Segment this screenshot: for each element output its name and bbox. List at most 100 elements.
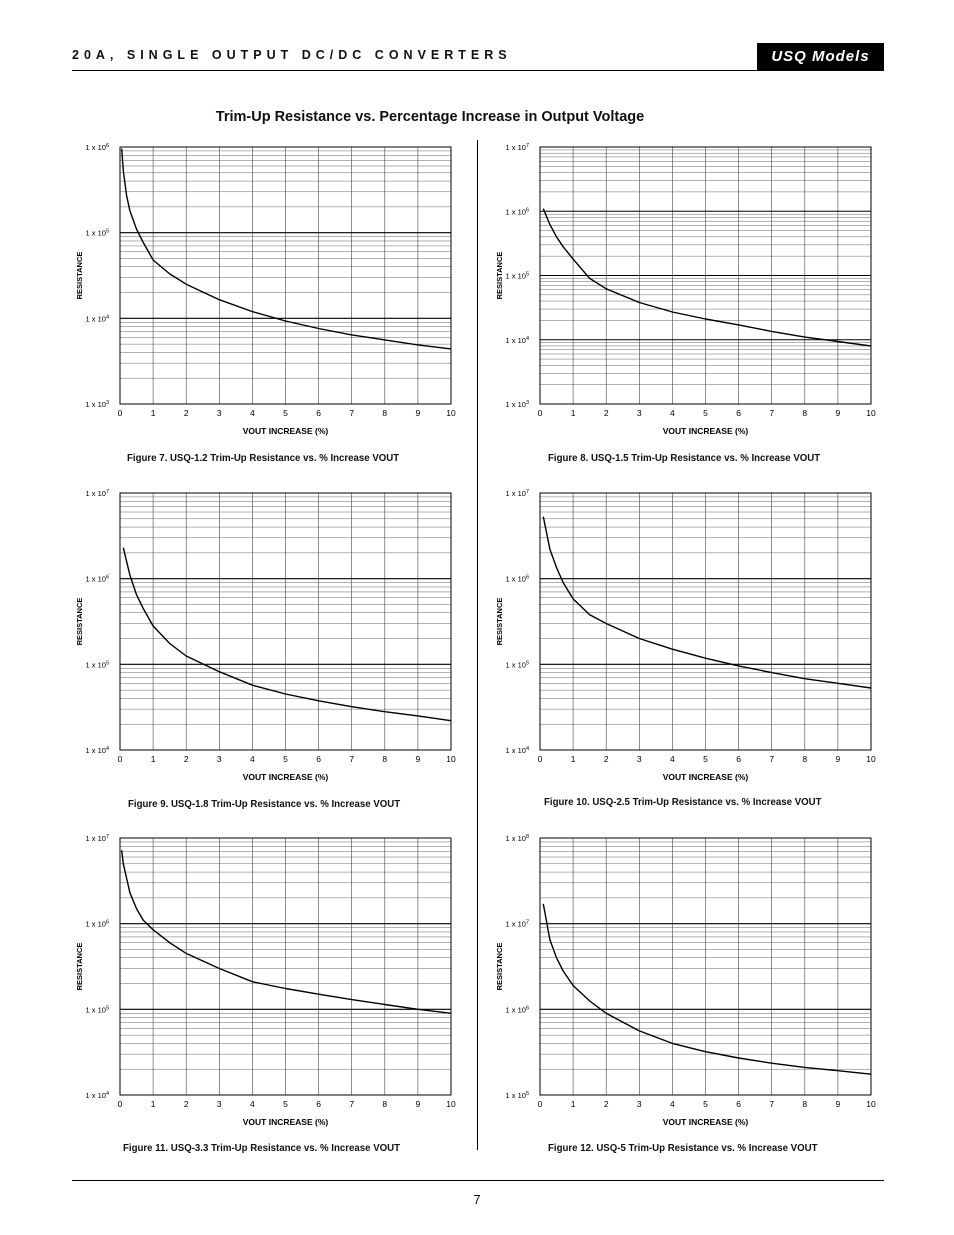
y-axis-label: RESISTANCE xyxy=(75,598,84,646)
x-tick-label: 7 xyxy=(769,1099,774,1109)
x-tick-label: 1 xyxy=(571,1099,576,1109)
x-tick-label: 2 xyxy=(604,408,609,418)
column-divider xyxy=(477,140,478,1150)
y-tick-label: 1 x 105 xyxy=(86,1005,110,1014)
x-tick-label: 8 xyxy=(802,408,807,418)
x-tick-label: 4 xyxy=(250,754,255,764)
x-tick-label: 8 xyxy=(802,754,807,764)
x-tick-label: 7 xyxy=(349,754,354,764)
y-tick-label: 1 x 104 xyxy=(86,1091,110,1100)
x-tick-label: 8 xyxy=(382,754,387,764)
x-tick-label: 3 xyxy=(217,408,222,418)
x-tick-label: 1 xyxy=(151,408,156,418)
page-number: 7 xyxy=(473,1192,481,1207)
x-tick-label: 10 xyxy=(446,1099,456,1109)
trim-resistance-curve xyxy=(121,148,452,350)
x-tick-label: 10 xyxy=(866,754,876,764)
y-tick-label: 1 x 103 xyxy=(86,400,110,409)
footer-rule xyxy=(72,1180,884,1181)
y-axis-label: RESISTANCE xyxy=(495,943,504,991)
x-tick-label: 10 xyxy=(446,408,456,418)
x-tick-label: 2 xyxy=(604,754,609,764)
x-tick-label: 4 xyxy=(250,408,255,418)
x-tick-label: 1 xyxy=(151,1099,156,1109)
y-tick-label: 1 x 107 xyxy=(506,920,530,929)
x-tick-label: 3 xyxy=(217,1099,222,1109)
plot-frame xyxy=(119,146,452,405)
x-tick-label: 10 xyxy=(866,1099,876,1109)
x-tick-label: 1 xyxy=(571,754,576,764)
x-tick-label: 0 xyxy=(118,754,123,764)
x-tick-label: 9 xyxy=(416,754,421,764)
y-axis-label: RESISTANCE xyxy=(495,598,504,646)
y-tick-label: 1 x 107 xyxy=(86,489,110,498)
y-axis-label: RESISTANCE xyxy=(495,252,504,300)
x-tick-label: 7 xyxy=(349,1099,354,1109)
x-tick-label: 4 xyxy=(250,1099,255,1109)
y-tick-label: 1 x 106 xyxy=(506,1005,530,1014)
x-tick-label: 9 xyxy=(836,754,841,764)
x-tick-label: 2 xyxy=(184,1099,189,1109)
x-tick-label: 10 xyxy=(446,754,456,764)
header-rule xyxy=(72,70,884,71)
x-tick-label: 1 xyxy=(571,408,576,418)
header-title: 20A, SINGLE OUTPUT DC/DC CONVERTERS xyxy=(72,48,512,62)
x-tick-label: 5 xyxy=(703,408,708,418)
figure-7-caption: Figure 7. USQ-1.2 Trim-Up Resistance vs.… xyxy=(127,452,400,464)
y-tick-label: 1 x 105 xyxy=(506,660,530,669)
figure-8-caption: Figure 8. USQ-1.5 Trim-Up Resistance vs.… xyxy=(548,452,821,464)
plot-frame xyxy=(539,492,872,751)
y-tick-label: 1 x 105 xyxy=(86,660,110,669)
x-tick-label: 9 xyxy=(416,408,421,418)
y-tick-label: 1 x 106 xyxy=(506,575,530,584)
figure-11-caption: Figure 11. USQ-3.3 Trim-Up Resistance vs… xyxy=(123,1142,401,1154)
x-tick-label: 6 xyxy=(736,1099,741,1109)
x-tick-label: 5 xyxy=(703,1099,708,1109)
x-tick-label: 6 xyxy=(736,408,741,418)
chart-figure-11: 1 x 104 1 x 105 1 x 106 1 x 107 0 1 2 3 4 5 6 7 8 9 10… xyxy=(75,834,456,1127)
x-tick-label: 7 xyxy=(769,754,774,764)
x-tick-label: 6 xyxy=(316,754,321,764)
figure-9-caption: Figure 9. USQ-1.8 Trim-Up Resistance vs.… xyxy=(128,798,401,810)
x-tick-label: 0 xyxy=(118,1099,123,1109)
brand-badge: USQ Models xyxy=(757,43,884,70)
x-tick-label: 8 xyxy=(802,1099,807,1109)
y-tick-label: 1 x 107 xyxy=(506,143,530,152)
x-tick-label: 8 xyxy=(382,1099,387,1109)
x-tick-label: 9 xyxy=(836,408,841,418)
x-tick-label: 10 xyxy=(866,408,876,418)
x-tick-label: 0 xyxy=(538,1099,543,1109)
chart-figure-12: 1 x 105 1 x 106 1 x 107 1 x 108 0 1 2 3 4 5 6 7 8 9 10… xyxy=(495,834,876,1127)
y-tick-label: 1 x 106 xyxy=(86,575,110,584)
x-axis-label: VOUT INCREASE (%) xyxy=(243,1117,329,1127)
x-tick-label: 4 xyxy=(670,1099,675,1109)
y-tick-label: 1 x 104 xyxy=(506,746,530,755)
x-axis-label: VOUT INCREASE (%) xyxy=(663,426,749,436)
x-tick-label: 0 xyxy=(538,408,543,418)
x-tick-label: 0 xyxy=(538,754,543,764)
y-axis-label: RESISTANCE xyxy=(75,943,84,991)
x-axis-label: VOUT INCREASE (%) xyxy=(663,1117,749,1127)
plot-frame xyxy=(119,492,452,751)
x-tick-label: 0 xyxy=(118,408,123,418)
y-tick-label: 1 x 104 xyxy=(86,314,110,323)
x-tick-label: 9 xyxy=(836,1099,841,1109)
x-tick-label: 5 xyxy=(703,754,708,764)
trim-resistance-curve xyxy=(542,208,872,347)
x-tick-label: 7 xyxy=(769,408,774,418)
y-tick-label: 1 x 106 xyxy=(506,207,530,216)
x-tick-label: 4 xyxy=(670,408,675,418)
chart-figure-9: 1 x 104 1 x 105 1 x 106 1 x 107 0 1 2 3 4 5 6 7 8 9 10… xyxy=(75,489,456,782)
page-heading: Trim-Up Resistance vs. Percentage Increa… xyxy=(215,109,645,125)
y-tick-label: 1 x 107 xyxy=(86,834,110,843)
x-axis-label: VOUT INCREASE (%) xyxy=(243,772,329,782)
y-tick-label: 1 x 105 xyxy=(506,272,530,281)
trim-resistance-curve xyxy=(542,903,872,1075)
plot-frame xyxy=(539,837,872,1096)
y-tick-label: 1 x 108 xyxy=(506,834,530,843)
y-tick-label: 1 x 104 xyxy=(506,336,530,345)
y-tick-label: 1 x 106 xyxy=(86,143,110,152)
x-tick-label: 2 xyxy=(184,754,189,764)
figure-12-caption: Figure 12. USQ-5 Trim-Up Resistance vs. … xyxy=(548,1142,818,1154)
y-tick-label: 1 x 107 xyxy=(506,489,530,498)
